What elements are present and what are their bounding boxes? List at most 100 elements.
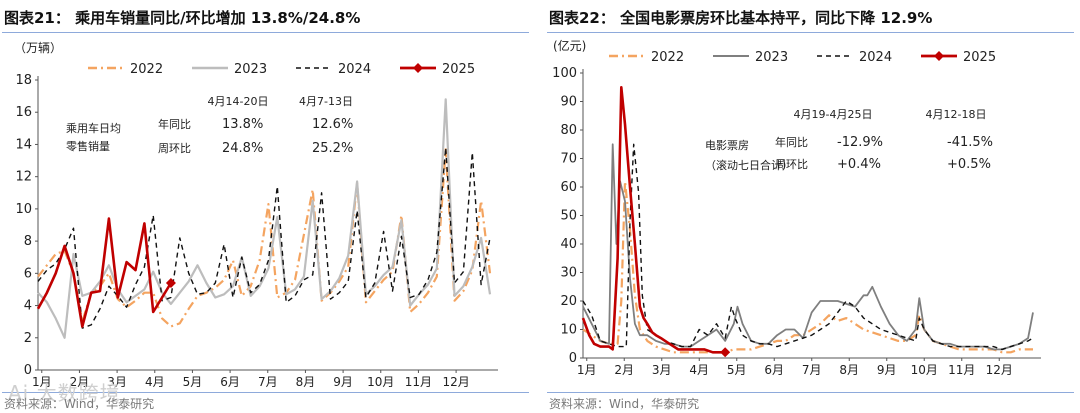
y-tick-label: 100 <box>552 66 577 81</box>
annotation-value: 13.8% <box>222 117 263 132</box>
x-tick-label: 7月 <box>258 375 278 389</box>
y-tick-label: 30 <box>560 266 577 281</box>
footer-rule <box>547 392 1074 393</box>
y-tick-label: 50 <box>560 209 577 224</box>
annotation-column-header: 4月7-13日 <box>299 95 353 108</box>
x-tick-label: 9月 <box>333 375 353 389</box>
annotation-row-label: 周环比 <box>775 158 808 171</box>
x-tick-label: 7月 <box>802 363 822 377</box>
y-unit-label: (亿元) <box>553 38 586 53</box>
x-tick-label: 4月 <box>689 363 709 377</box>
x-tick-label: 11月 <box>948 363 975 377</box>
y-tick-label: 4 <box>24 299 32 314</box>
annotation-value: -41.5% <box>947 135 993 150</box>
figure-label: 图表21： <box>4 9 70 27</box>
title-text: 乘用车销量同比/环比增加 13.8%/24.8% <box>75 9 361 27</box>
annotation-row-label: 周环比 <box>158 142 191 155</box>
x-tick-label: 8月 <box>839 363 859 377</box>
series-line-2024 <box>37 146 491 329</box>
legend-label-2024: 2024 <box>338 62 371 77</box>
line-chart: 0 10 20 30 40 50 60 70 80 90 100 1月 2月 3月 4月 5月 6月 7月 8月 9月… <box>552 38 1041 377</box>
title-rule <box>547 32 1074 33</box>
annotation-label: （滚动七日合计） <box>705 158 793 172</box>
y-tick-label: 60 <box>560 180 577 195</box>
x-tick-label: 6月 <box>764 363 784 377</box>
x-tick-label: 3月 <box>107 375 127 389</box>
x-tick-label: 8月 <box>296 375 316 389</box>
series-end-marker-2025 <box>720 347 731 358</box>
x-tick-label: 12月 <box>986 363 1013 377</box>
watermark: Ai 大数跨境 <box>8 381 121 405</box>
y-tick-label: 10 <box>560 323 577 338</box>
legend-label-2025: 2025 <box>442 62 475 77</box>
y-tick-label: 80 <box>560 123 577 138</box>
y-tick-label: 12 <box>15 170 32 185</box>
annotation-value: -12.9% <box>837 135 883 150</box>
x-tick-label: 5月 <box>183 375 203 389</box>
legend-label-2022: 2022 <box>651 50 684 65</box>
y-tick-label: 14 <box>15 137 32 152</box>
y-tick-label: 90 <box>560 95 577 110</box>
series-line-2025 <box>581 86 726 354</box>
chart-title: 图表22： 全国电影票房环比基本持平，同比下降 12.9% <box>549 7 932 28</box>
x-tick-label: 1月 <box>32 375 52 389</box>
x-tick-label: 10月 <box>367 375 394 389</box>
annotation-row-label: 年同比 <box>158 117 191 131</box>
y-tick-label: 6 <box>24 266 32 281</box>
legend-label-2023: 2023 <box>234 62 267 77</box>
annotation-value: 12.6% <box>312 117 353 132</box>
series-line-2025 <box>36 217 173 328</box>
series-line-2022 <box>582 180 1033 354</box>
series-line-2024 <box>582 143 1034 351</box>
y-tick-label: 0 <box>569 351 577 366</box>
title-text: 全国电影票房环比基本持平，同比下降 12.9% <box>620 9 933 27</box>
footer-rule <box>2 392 529 393</box>
y-tick-label: 10 <box>15 202 32 217</box>
annotation-value: +0.5% <box>947 157 991 172</box>
annotation-label: 零售销量 <box>66 139 110 153</box>
annotation-label: 电影票房 <box>705 139 749 152</box>
x-tick-label: 4月 <box>145 375 165 389</box>
x-tick-label: 12月 <box>442 375 469 389</box>
series-end-marker-2025 <box>165 278 176 288</box>
y-tick-label: 20 <box>560 294 577 309</box>
chart-panel-passenger-cars: 图表21： 乘用车销量同比/环比增加 13.8%/24.8% 0 2 4 6 8 10 12… <box>0 0 535 413</box>
legend-label-2024: 2024 <box>859 50 892 65</box>
annotation-column-header: 4月12-18日 <box>926 108 987 121</box>
title-rule <box>2 32 529 33</box>
x-tick-label: 6月 <box>220 375 240 389</box>
legend-marker-2025 <box>934 51 944 61</box>
x-tick-label: 3月 <box>652 363 672 377</box>
series-line-2023 <box>37 98 492 339</box>
source-note: 资料来源：Wind，华泰研究 <box>549 397 700 411</box>
y-tick-label: 0 <box>24 363 32 378</box>
y-tick-label: 2 <box>24 331 32 346</box>
annotation-column-header: 4月14-20日 <box>208 95 269 108</box>
annotation-value: +0.4% <box>837 157 881 172</box>
annotation-label: 乘用车日均 <box>66 121 121 135</box>
legend-label-2022: 2022 <box>130 62 163 77</box>
series-line-2022 <box>37 148 492 328</box>
x-tick-label: 11月 <box>405 375 432 389</box>
legend-label-2023: 2023 <box>755 50 788 65</box>
y-tick-label: 8 <box>24 234 32 249</box>
annotation-value: 24.8% <box>222 141 263 156</box>
y-tick-label: 18 <box>15 73 32 88</box>
legend-marker-2025 <box>413 63 423 73</box>
x-tick-label: 5月 <box>727 363 747 377</box>
source-note: 资料来源：Wind，华泰研究 <box>4 397 155 411</box>
y-tick-label: 40 <box>560 237 577 252</box>
chart-panel-box-office: 图表22： 全国电影票房环比基本持平，同比下降 12.9% 0 10 20 30 40 5… <box>545 0 1080 413</box>
y-tick-label: 16 <box>15 105 32 120</box>
x-tick-label: 1月 <box>577 363 597 377</box>
chart-title: 图表21： 乘用车销量同比/环比增加 13.8%/24.8% <box>4 7 360 28</box>
series-line-2023 <box>582 143 1034 351</box>
annotation-row-label: 年同比 <box>775 135 808 149</box>
figure-label: 图表22： <box>549 9 615 27</box>
x-tick-label: 2月 <box>70 375 90 389</box>
line-chart: 0 2 4 6 8 10 12 14 16 18 1月 2月 3月 4月 5月 6月 7月 8月 9月 10月 11月 1… <box>14 41 498 389</box>
annotation-value: 25.2% <box>312 141 353 156</box>
y-tick-label: 70 <box>560 152 577 167</box>
y-unit-label: （万辆） <box>14 41 62 55</box>
annotation-column-header: 4月19-4月25日 <box>794 108 873 121</box>
